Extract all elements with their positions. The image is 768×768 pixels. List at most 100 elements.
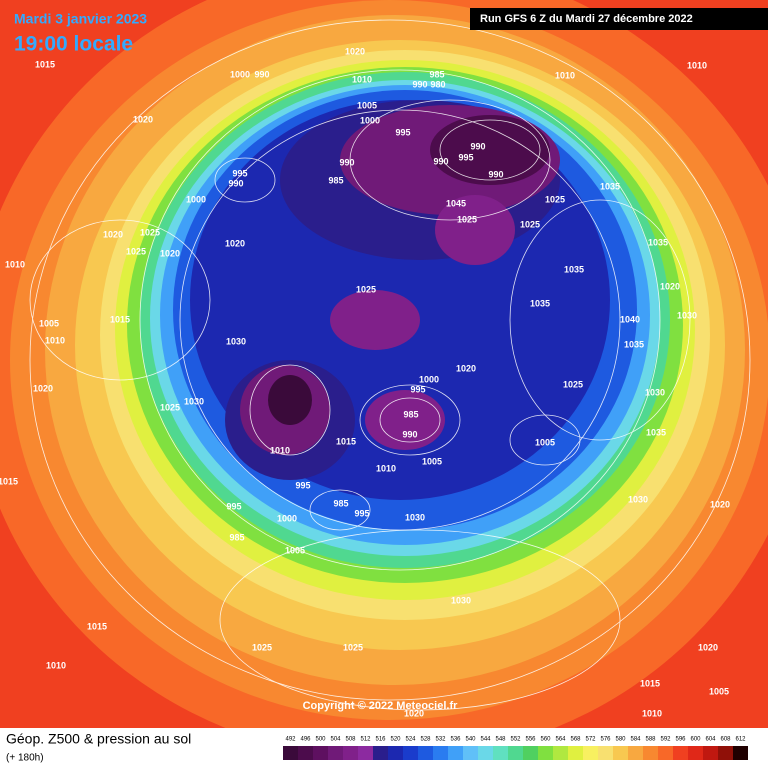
legend-swatch (598, 746, 613, 760)
isobar-label: 1000 (360, 115, 380, 125)
legend-label: 500 (315, 737, 326, 743)
legend-swatch (448, 746, 463, 760)
isobar-label: 1025 (563, 379, 583, 389)
isobar-label: 1035 (646, 427, 666, 437)
isobar-label: 990 (228, 178, 243, 188)
isobar-label: 1025 (126, 246, 146, 256)
isobar-label: 1015 (87, 621, 107, 631)
legend-label: 576 (600, 737, 611, 743)
isobar-label: 1020 (456, 363, 476, 373)
legend-swatch (643, 746, 658, 760)
isobar-label: 1010 (555, 70, 575, 80)
isobar-label: 1020 (710, 499, 730, 509)
isobar-label: 1015 (35, 59, 55, 69)
legend-label: 592 (660, 737, 671, 743)
isobar-label: 995 (232, 168, 247, 178)
isobar-label: 990 (470, 141, 485, 151)
isobar-label: 1010 (687, 60, 707, 70)
legend-swatch (628, 746, 643, 760)
legend-label: 528 (420, 737, 431, 743)
forecast-date: Mardi 3 janvier 2023 (14, 11, 147, 27)
isobar-label: 1030 (184, 396, 204, 406)
legend-label: 564 (555, 737, 566, 743)
legend-swatch (433, 746, 448, 760)
isobar-label: 995 (458, 152, 473, 162)
legend-label: 568 (570, 737, 581, 743)
isobar-label: 985 (333, 498, 348, 508)
isobars (29, 19, 751, 711)
isobar-label: 1020 (160, 248, 180, 258)
legend-label: 580 (615, 737, 626, 743)
isobar-label: 1020 (33, 383, 53, 393)
legend-label: 604 (705, 737, 716, 743)
isobar-label: 1030 (628, 494, 648, 504)
isobar-label: 1045 (446, 198, 466, 208)
footer-title: Géop. Z500 & pression au sol (6, 731, 191, 747)
legend-label: 544 (480, 737, 491, 743)
isobar-label: 1030 (226, 336, 246, 346)
isobar-label: 1020 (225, 238, 245, 248)
isobar-label: 1005 (285, 545, 305, 555)
legend-swatch (673, 746, 688, 760)
isobar-label: 1015 (640, 678, 660, 688)
forecast-time: 19:00 locale (14, 33, 133, 56)
isobar-label: 995 (354, 508, 369, 518)
low-center (435, 195, 515, 265)
isobar-label: 1015 (0, 476, 18, 486)
legend-swatch (733, 746, 748, 760)
legend-swatch (718, 746, 733, 760)
legend-label: 584 (630, 737, 641, 743)
isobar-label: 1035 (564, 264, 584, 274)
isobar-label: 980 (430, 79, 445, 89)
isobar-label: 1005 (535, 437, 555, 447)
isobar-label: 1000 (277, 513, 297, 523)
isobar-label: 985 (403, 409, 418, 419)
legend-swatch (373, 746, 388, 760)
legend-label: 552 (510, 737, 521, 743)
legend-label: 556 (525, 737, 536, 743)
isobar-label: 1010 (270, 445, 290, 455)
isobar-label: 1005 (357, 100, 377, 110)
isobar-label: 1010 (45, 335, 65, 345)
isobar-label: 1025 (160, 402, 180, 412)
legend-label: 560 (540, 737, 551, 743)
isobar-label: 1000 (230, 69, 250, 79)
isobar-label: 1025 (356, 284, 376, 294)
isobar-label: 1020 (660, 281, 680, 291)
legend-swatch (388, 746, 403, 760)
legend-swatch (463, 746, 478, 760)
isobar-label: 985 (429, 69, 444, 79)
legend-swatch (523, 746, 538, 760)
legend-label: 536 (450, 737, 461, 743)
isobar-label: 990 (433, 156, 448, 166)
isobar-label: 1010 (46, 660, 66, 670)
legend-swatch (493, 746, 508, 760)
run-box (470, 8, 768, 30)
legend-label: 516 (375, 737, 386, 743)
isobar-label: 1040 (620, 314, 640, 324)
low-center (330, 290, 420, 350)
legend-swatch (478, 746, 493, 760)
legend-label: 492 (285, 737, 296, 743)
legend-label: 572 (585, 737, 596, 743)
isobar-label: 995 (395, 127, 410, 137)
isobar-label: 1010 (5, 259, 25, 269)
legend-swatch (403, 746, 418, 760)
legend-label: 608 (720, 737, 731, 743)
isobar-label: 1035 (600, 181, 620, 191)
legend-swatch (343, 746, 358, 760)
isobar-label: 1025 (520, 219, 540, 229)
isobar-label: 1000 (186, 194, 206, 204)
legend-swatch (538, 746, 553, 760)
legend-swatch (418, 746, 433, 760)
isobar-label: 1000 (419, 374, 439, 384)
isobar-label: 985 (328, 175, 343, 185)
isobar-label: 995 (410, 384, 425, 394)
isobar-label: 990 (412, 79, 427, 89)
isobar-label: 1015 (110, 314, 130, 324)
isobar-label: 1025 (545, 194, 565, 204)
